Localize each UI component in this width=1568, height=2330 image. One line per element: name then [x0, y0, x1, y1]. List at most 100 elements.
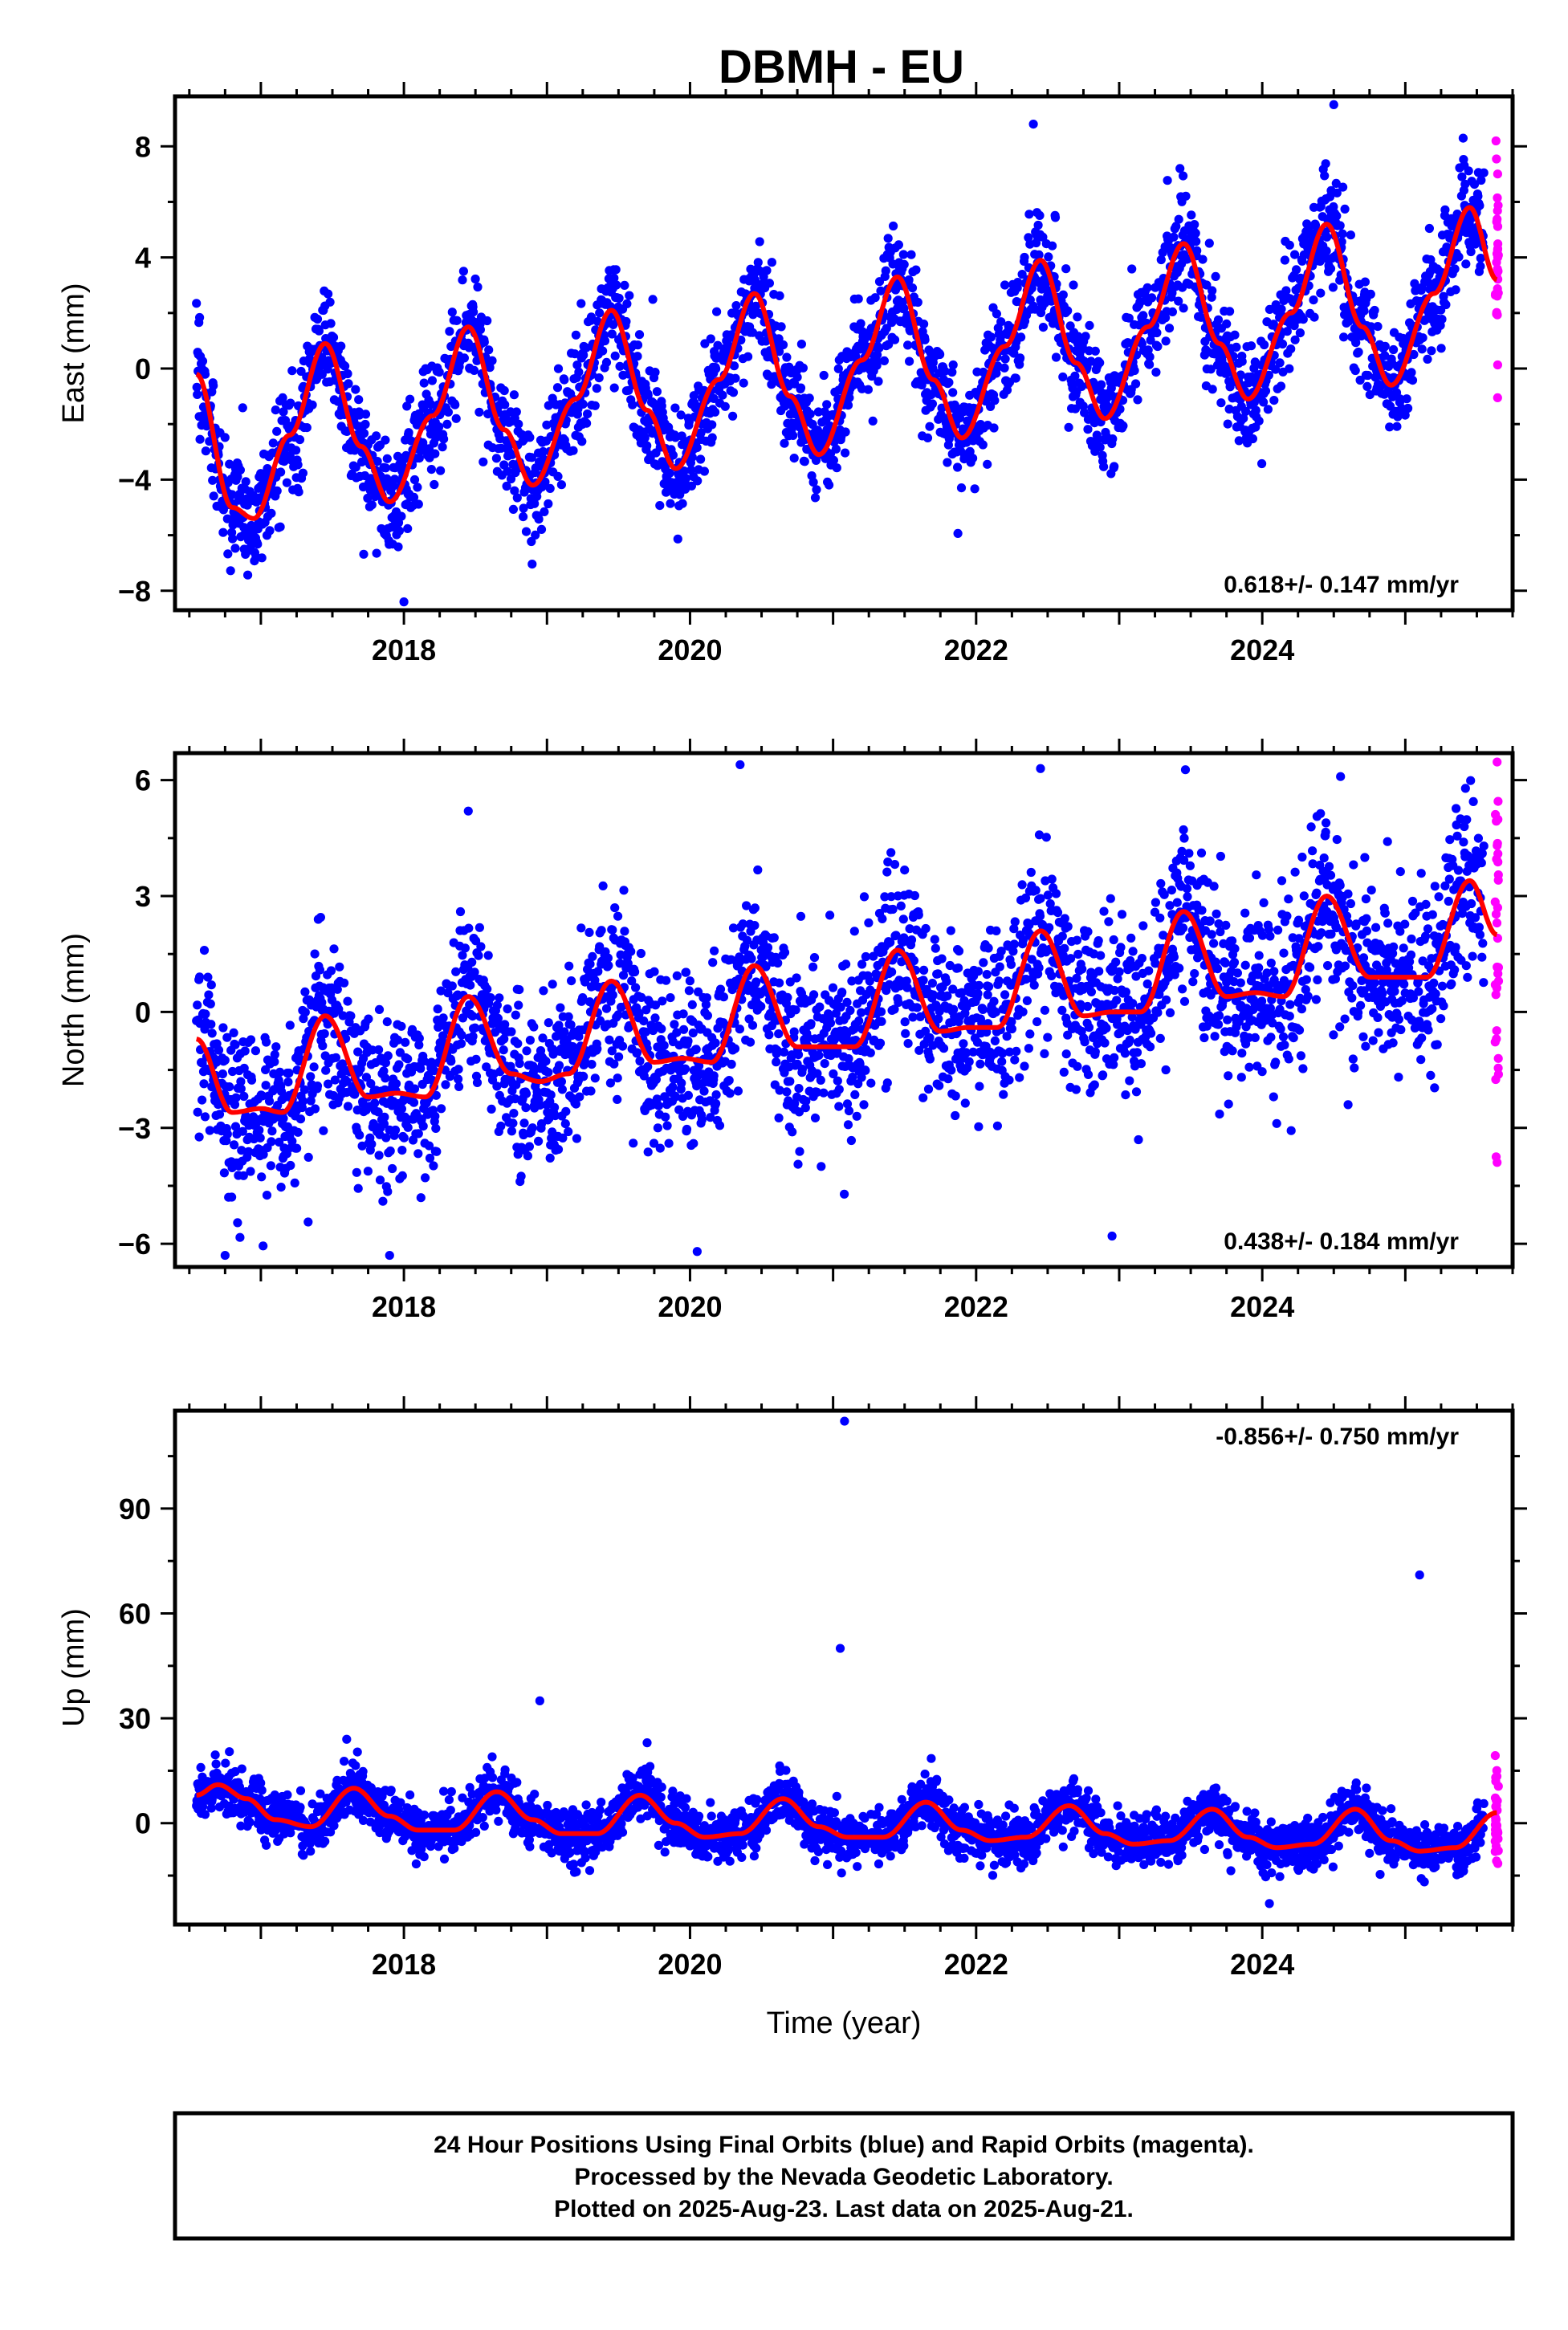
- final-orbit-point: [982, 970, 992, 980]
- final-orbit-point: [1017, 880, 1027, 890]
- final-orbit-point: [854, 1016, 864, 1026]
- final-orbit-point: [560, 375, 569, 385]
- final-orbit-point: [882, 1078, 892, 1088]
- final-orbit-point: [633, 340, 643, 350]
- final-orbit-point: [272, 486, 282, 496]
- final-orbit-point: [731, 373, 740, 383]
- final-orbit-point: [200, 369, 210, 379]
- final-orbit-point: [351, 385, 360, 394]
- final-orbit-point: [918, 1093, 928, 1102]
- final-orbit-point: [609, 273, 619, 283]
- final-orbit-point: [664, 1139, 674, 1148]
- final-orbit-point: [470, 1023, 480, 1033]
- final-orbit-point: [875, 1038, 886, 1048]
- final-orbit-point: [984, 943, 993, 953]
- final-orbit-point: [1047, 971, 1057, 980]
- final-orbit-point: [300, 987, 310, 996]
- final-orbit-point: [1070, 371, 1080, 381]
- final-orbit-point: [193, 1000, 202, 1010]
- final-orbit-point: [1034, 963, 1044, 972]
- final-orbit-point: [1206, 365, 1216, 374]
- final-orbit-point: [706, 334, 715, 344]
- final-orbit-point: [764, 1030, 774, 1040]
- final-orbit-point: [225, 1082, 234, 1092]
- final-orbit-point: [1131, 379, 1141, 389]
- final-orbit-point: [904, 275, 914, 285]
- final-orbit-point: [876, 286, 886, 295]
- final-orbit-point: [930, 935, 939, 944]
- final-orbit-point: [648, 295, 658, 304]
- final-orbit-point: [1475, 201, 1485, 210]
- final-orbit-point: [763, 943, 773, 952]
- final-orbit-point: [992, 309, 1001, 319]
- final-orbit-point: [1058, 290, 1068, 299]
- final-orbit-point: [314, 326, 324, 336]
- final-orbit-point: [978, 440, 988, 450]
- final-orbit-point: [951, 1110, 960, 1121]
- final-orbit-point: [870, 293, 880, 303]
- final-orbit-point: [236, 1077, 246, 1086]
- final-orbit-point: [974, 980, 984, 990]
- final-orbit-point: [1010, 1055, 1020, 1065]
- final-orbit-point: [1191, 228, 1200, 238]
- final-orbit-point: [403, 1122, 413, 1132]
- final-orbit-point: [1065, 321, 1075, 331]
- final-orbit-point: [1397, 404, 1407, 413]
- final-orbit-point: [850, 1090, 860, 1099]
- final-orbit-point: [430, 479, 439, 490]
- final-orbit-point: [635, 1056, 645, 1066]
- final-orbit-point: [809, 990, 819, 1000]
- final-orbit-point: [983, 990, 992, 1000]
- final-orbit-point: [1161, 336, 1171, 346]
- final-orbit-point: [470, 274, 480, 284]
- final-orbit-point: [974, 1122, 984, 1131]
- final-orbit-point: [353, 1047, 363, 1057]
- final-orbit-point: [1261, 386, 1271, 396]
- rapid-orbit-point: [1493, 393, 1502, 402]
- final-orbit-point: [508, 1118, 518, 1128]
- final-orbit-point: [272, 426, 282, 436]
- final-orbit-point: [270, 1049, 279, 1060]
- final-orbit-point: [402, 401, 412, 411]
- final-orbit-point: [214, 1110, 225, 1119]
- final-orbit-point: [306, 1096, 316, 1106]
- final-orbit-point: [1041, 833, 1051, 842]
- outlier-point: [1329, 100, 1338, 109]
- final-orbit-point: [592, 384, 601, 393]
- final-orbit-point: [390, 475, 400, 484]
- final-orbit-point: [275, 1137, 284, 1147]
- final-orbit-point: [890, 335, 900, 344]
- final-orbit-point: [426, 465, 437, 475]
- final-orbit-point: [222, 1033, 232, 1042]
- final-orbit-point: [953, 528, 963, 539]
- final-orbit-point: [413, 1149, 423, 1159]
- final-orbit-point: [1026, 867, 1036, 878]
- final-orbit-point: [733, 1086, 743, 1096]
- final-orbit-point: [419, 378, 429, 388]
- final-orbit-point: [438, 1031, 448, 1041]
- final-orbit-point: [571, 330, 581, 340]
- final-orbit-point: [608, 925, 617, 935]
- final-orbit-point: [231, 1093, 241, 1102]
- final-orbit-point: [268, 438, 278, 448]
- final-orbit-point: [685, 976, 695, 986]
- final-orbit-point: [680, 1064, 690, 1073]
- final-orbit-point: [225, 459, 234, 469]
- final-orbit-point: [1002, 1032, 1012, 1041]
- final-orbit-point: [233, 1218, 242, 1228]
- final-orbit-point: [397, 1171, 407, 1180]
- final-orbit-point: [1346, 230, 1355, 240]
- final-orbit-point: [235, 465, 245, 475]
- final-orbit-point: [467, 957, 477, 967]
- final-orbit-point: [328, 332, 339, 342]
- final-orbit-point: [253, 540, 263, 549]
- final-orbit-point: [609, 383, 619, 393]
- final-orbit-point: [491, 454, 502, 463]
- final-orbit-point: [903, 340, 913, 350]
- final-orbit-point: [899, 259, 909, 269]
- final-orbit-point: [1473, 191, 1483, 201]
- final-orbit-point: [383, 1051, 393, 1061]
- final-orbit-point: [1392, 422, 1402, 431]
- final-orbit-point: [614, 1052, 624, 1061]
- final-orbit-point: [340, 978, 349, 988]
